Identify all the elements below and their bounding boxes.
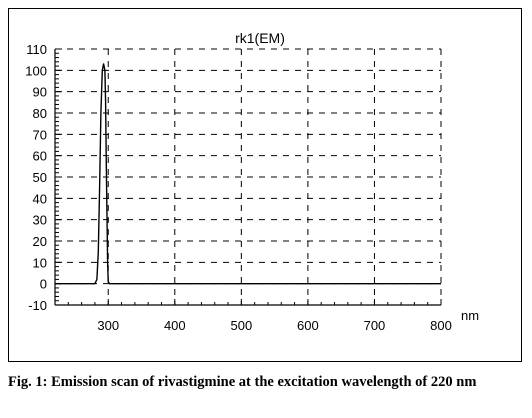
grid-lines: [55, 48, 442, 305]
x-tick-label: 500: [230, 318, 252, 333]
y-tick-label: 50: [33, 170, 47, 185]
tick-marks: [55, 48, 442, 306]
x-axis-label: nm: [461, 308, 479, 323]
y-tick-label: 60: [33, 149, 47, 164]
y-tick-label: 10: [33, 255, 47, 270]
y-tick-label: 80: [33, 106, 47, 121]
figure-frame: [8, 8, 522, 362]
x-tick-label: 400: [164, 318, 186, 333]
caption-prefix: Fig. 1:: [8, 374, 48, 390]
figure-caption: Fig. 1: Emission scan of rivastigmine at…: [8, 373, 522, 391]
emission-chart: -10 0 10 20 30 40 50 60 70 80 90 100 110 300 400 500 600…: [25, 30, 479, 333]
y-tick-label: 110: [26, 42, 47, 57]
y-tick-label: 90: [33, 85, 47, 100]
x-tick-label: 800: [430, 318, 452, 333]
y-tick-label: 70: [33, 127, 47, 142]
x-tick-label: 700: [364, 318, 386, 333]
series-line: [55, 63, 441, 285]
y-tick-label: 0: [40, 277, 47, 292]
y-tick-label: 30: [33, 213, 47, 228]
chart-title: rk1(EM): [235, 30, 285, 46]
x-tick-label: 300: [97, 318, 119, 333]
tick-labels: -10 0 10 20 30 40 50 60 70 80 90 100 110 300 400 500 600…: [25, 42, 452, 333]
y-tick-label: 100: [25, 63, 47, 78]
x-tick-label: 600: [297, 318, 319, 333]
y-tick-label: 20: [33, 234, 47, 249]
y-tick-label: -10: [28, 298, 47, 313]
series-lines: [55, 63, 441, 285]
y-tick-label: 40: [33, 191, 47, 206]
caption-text: Emission scan of rivastigmine at the exc…: [51, 374, 477, 390]
